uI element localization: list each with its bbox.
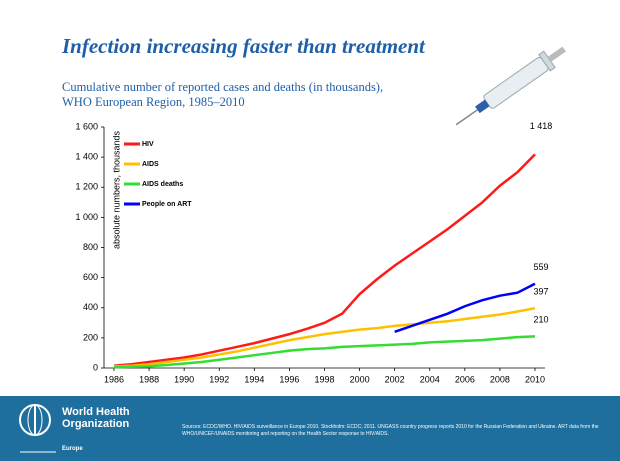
x-tick-label: 2004 [420, 374, 440, 384]
x-tick-label: 1996 [279, 374, 299, 384]
data-label: 559 [533, 262, 548, 272]
series-line [113, 335, 536, 369]
y-tick-label: 1 000 [75, 212, 98, 222]
series-line [113, 306, 536, 368]
x-tick-label: 1998 [314, 374, 334, 384]
legend-label: AIDS [142, 161, 159, 168]
y-axis-title: absolute numbers, thousands [111, 130, 121, 249]
x-tick-label: 1986 [104, 374, 124, 384]
y-tick-label: 200 [83, 332, 98, 342]
chart: absolute numbers, thousands 0 200 400 600 80… [75, 46, 566, 384]
org-region: Europe [62, 446, 83, 452]
subtitle: Cumulative number of reported cases and … [62, 80, 384, 109]
x-tick-label: 2008 [490, 374, 510, 384]
y-tick-label: 1 600 [75, 121, 98, 131]
legend-label: People on ART [142, 201, 192, 208]
x-tick-label: 1990 [174, 374, 194, 384]
legend-label: HIV [142, 141, 154, 148]
series-line [394, 282, 536, 334]
x-tick-label: 1988 [139, 374, 159, 384]
y-tick-label: 1 400 [75, 152, 98, 162]
y-tick-label: 600 [83, 272, 98, 282]
who-emblem [19, 404, 56, 453]
x-tick-label: 2010 [525, 374, 545, 384]
y-tick-label: 1 200 [75, 182, 98, 192]
x-tick-label: 1994 [244, 374, 264, 384]
y-tick-label: 400 [83, 302, 98, 312]
data-label: 1 418 [530, 121, 553, 131]
footer: World Health Organization Europe Sources… [0, 396, 620, 461]
x-tick-label: 2006 [455, 374, 475, 384]
syringe [455, 46, 566, 126]
legend-label: AIDS deaths [142, 181, 183, 188]
sources: Sources: ECDC/WHO. HIV/AIDS surveillance… [182, 424, 599, 437]
y-tick-label: 800 [83, 242, 98, 252]
y-tick-label: 0 [93, 362, 98, 372]
data-label: 397 [533, 287, 548, 297]
x-tick-label: 2000 [350, 374, 370, 384]
slide-title: Infection increasing faster than treatme… [62, 34, 425, 58]
org-name: World Health Organization [62, 406, 130, 430]
x-tick-label: 1992 [209, 374, 229, 384]
data-label: 210 [533, 315, 548, 325]
series-line [113, 153, 536, 367]
x-tick-label: 2002 [385, 374, 405, 384]
